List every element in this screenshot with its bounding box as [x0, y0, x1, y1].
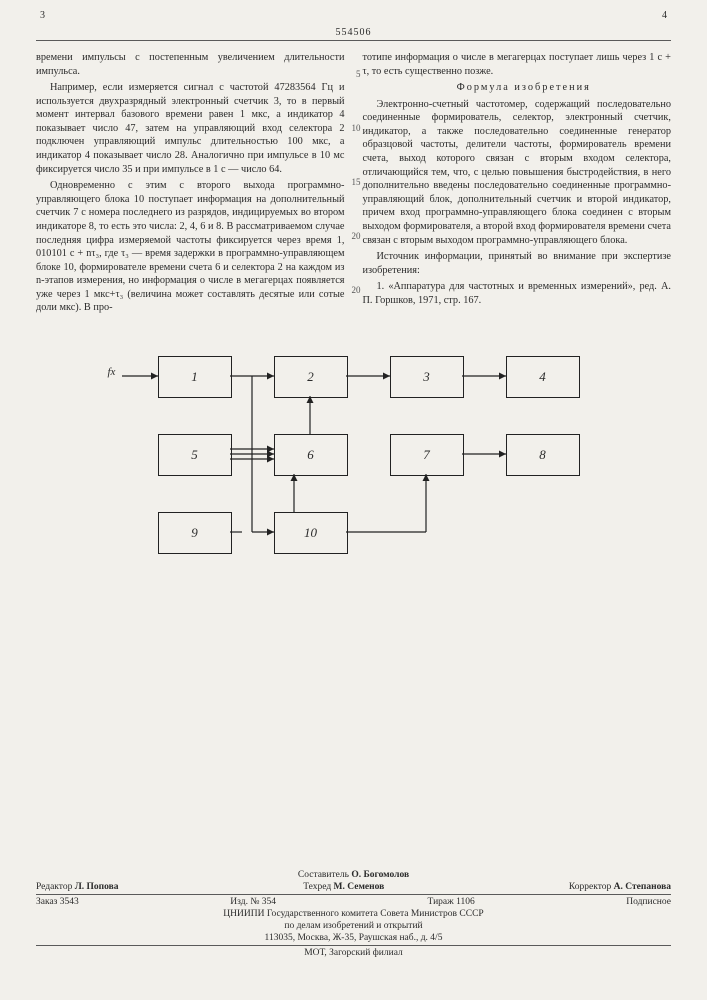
source-item: 1. «Аппаратура для частотных и временных… — [363, 280, 672, 307]
source-label: Источник информации, принятый во внимани… — [363, 250, 672, 277]
corr-label: Корректор — [569, 882, 611, 892]
line-marker-15: 15 — [349, 177, 361, 189]
org-line-2: по делам изобретений и открытий — [36, 921, 671, 931]
patent-number: 554506 — [36, 27, 671, 38]
formula-title: Формула изобретения — [363, 81, 672, 95]
left-lead: времени импульсы с постепенным увеличени… — [36, 51, 345, 78]
org-line-1: ЦНИИПИ Государственного комитета Совета … — [36, 909, 671, 919]
tech-name: М. Семенов — [334, 882, 385, 892]
tirazh-label: Тираж — [428, 897, 454, 907]
subscription: Подписное — [626, 897, 671, 907]
page-left: 3 — [40, 10, 45, 21]
composer-label: Составитель — [298, 870, 349, 880]
right-column: 5 10 15 20 20 тотипе информация о числе … — [363, 51, 672, 318]
line-marker-20b: 20 — [349, 285, 361, 297]
editor-name: Л. Попова — [75, 882, 119, 892]
izd-label: Изд. № — [230, 897, 259, 907]
diagram-connections — [104, 336, 604, 566]
body-columns: времени импульсы с постепенным увеличени… — [36, 51, 671, 318]
line-marker-20: 20 — [349, 231, 361, 243]
corr-name: А. Степанова — [614, 882, 671, 892]
editor-label: Редактор — [36, 882, 72, 892]
izd-no: 354 — [262, 897, 276, 907]
page-right: 4 — [662, 10, 667, 21]
left-p1: Например, если измеряется сигнал с часто… — [36, 81, 345, 176]
line-marker-5: 5 — [349, 69, 361, 81]
claim-text: Электронно-счетный частотомер, содержащи… — [363, 98, 672, 247]
order-no: 3543 — [60, 897, 79, 907]
org-addr: 113035, Москва, Ж-35, Раушская наб., д. … — [36, 933, 671, 943]
print-shop: МОТ, Загорский филиал — [36, 948, 671, 958]
tech-label: Техред — [303, 882, 331, 892]
footer-rule-2 — [36, 945, 671, 946]
left-column: времени импульсы с постепенным увеличени… — [36, 51, 345, 318]
line-marker-10: 10 — [349, 123, 361, 135]
block-diagram: fx 1 2 3 4 5 6 7 8 9 10 — [104, 336, 604, 566]
imprint-footer: Составитель О. Богомолов Редактор Л. Поп… — [36, 868, 671, 960]
header-rule — [36, 40, 671, 41]
footer-rule-1 — [36, 894, 671, 895]
left-p2: Одновременно с этим с второго выхода про… — [36, 179, 345, 315]
composer-name: О. Богомолов — [351, 870, 409, 880]
tirazh-no: 1106 — [456, 897, 475, 907]
order-label: Заказ — [36, 897, 57, 907]
right-lead: тотипе информация о числе в мегагерцах п… — [363, 51, 672, 78]
